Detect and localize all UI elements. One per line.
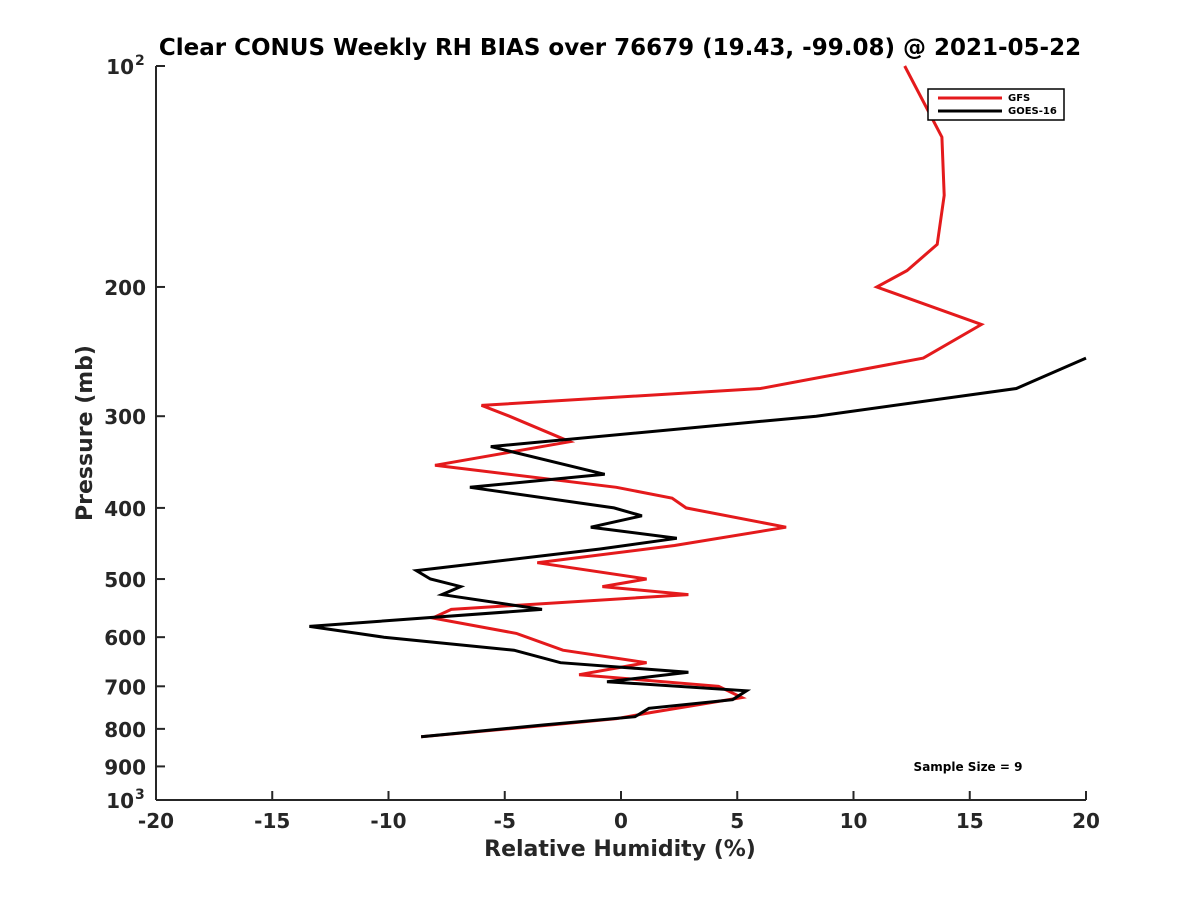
y-tick-label: 400 <box>104 497 146 521</box>
series-lines <box>309 65 1087 739</box>
y-tick-exponent: 3 <box>135 787 145 803</box>
y-axis-title: Pressure (mb) <box>73 345 98 521</box>
chart-title: Clear CONUS Weekly RH BIAS over 76679 (1… <box>159 35 1081 61</box>
y-tick-label: 300 <box>104 405 146 429</box>
x-tick-label: -10 <box>370 809 406 833</box>
legend-label-gfs: GFS <box>1008 93 1030 104</box>
y-tick-label: 900 <box>104 755 146 779</box>
x-tick-label: 0 <box>614 809 628 833</box>
x-axis-title: Relative Humidity (%) <box>484 837 756 862</box>
legend-box <box>927 88 1065 121</box>
y-tick-label: 700 <box>104 675 146 699</box>
x-tick-label: 20 <box>1072 809 1100 833</box>
y-tick-label: 10 <box>106 789 134 813</box>
x-tick-label: -15 <box>254 809 290 833</box>
y-tick-label: 500 <box>104 568 146 592</box>
x-tick-label: 5 <box>730 809 744 833</box>
y-tick-label: 800 <box>104 718 146 742</box>
x-tick-label: 15 <box>956 809 984 833</box>
y-tick-exponent: 2 <box>135 53 145 69</box>
x-tick-label: -5 <box>494 809 516 833</box>
series-line-gfs <box>420 65 985 739</box>
x-tick-label: -20 <box>138 809 174 833</box>
x-tick-label: 10 <box>840 809 868 833</box>
sample-size-annotation: Sample Size = 9 <box>914 760 1023 774</box>
legend: GFS GOES-16 <box>927 88 1065 121</box>
y-tick-label: 200 <box>104 276 146 300</box>
y-tick-label: 10 <box>106 55 134 79</box>
x-ticks: -20 -15 -10 -5 0 5 10 15 20 <box>138 791 1100 833</box>
y-tick-label: 600 <box>104 626 146 650</box>
series-line-goes-16 <box>309 356 1087 739</box>
legend-label-goes16: GOES-16 <box>1008 106 1057 117</box>
